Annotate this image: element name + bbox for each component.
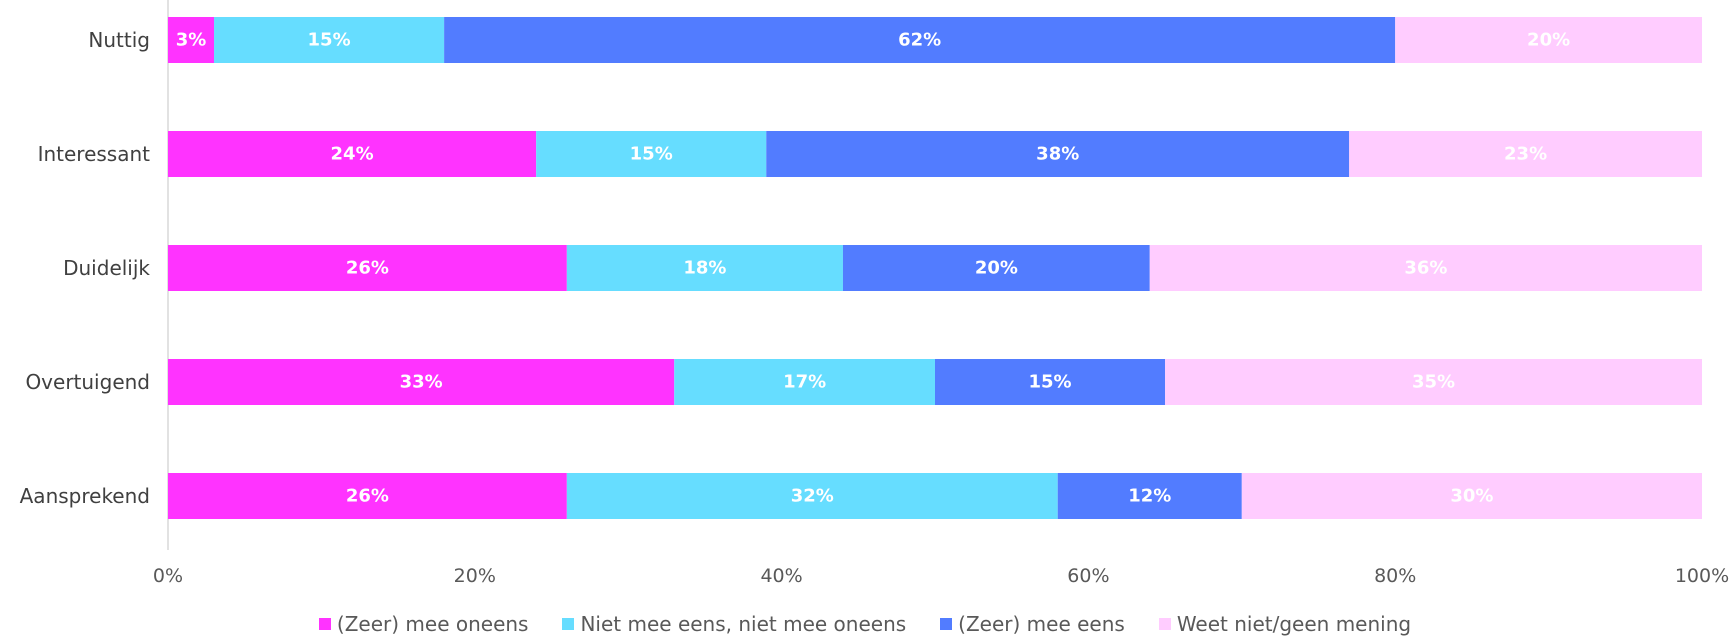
- x-axis-ticks: 0% 20% 40% 60% 80% 100%: [153, 565, 1729, 587]
- bar-segment: [168, 17, 215, 63]
- legend: (Zeer) mee oneens Niet mee eens, niet mee…: [0, 612, 1730, 636]
- x-tick-label: 0%: [153, 565, 183, 587]
- bar-segment: [935, 359, 1166, 405]
- data-label: 15%: [1029, 372, 1072, 393]
- x-tick-label: 40%: [760, 565, 802, 587]
- data-label: 36%: [1404, 258, 1447, 279]
- category-label: Nuttig: [88, 28, 150, 52]
- data-label: 30%: [1450, 486, 1493, 507]
- data-label: 32%: [791, 486, 834, 507]
- bar-segment: [1349, 131, 1702, 177]
- legend-label: Weet niet/geen mening: [1176, 612, 1412, 636]
- bar-segment: [842, 245, 1150, 291]
- data-label: 15%: [630, 144, 673, 165]
- category-label: Overtuigend: [25, 370, 150, 394]
- category-label: Interessant: [38, 142, 151, 166]
- bar-segment: [766, 131, 1350, 177]
- legend-item: (Zeer) mee eens: [940, 612, 1125, 636]
- bar-segment: [168, 473, 567, 519]
- legend-label: Niet mee eens, niet mee oneens: [580, 612, 907, 636]
- data-label: 3%: [176, 30, 207, 51]
- data-label: 12%: [1128, 486, 1171, 507]
- bars: [168, 17, 1702, 519]
- bar-segment: [1241, 473, 1702, 519]
- x-tick-label: 20%: [454, 565, 496, 587]
- data-label: 62%: [898, 30, 941, 51]
- x-tick-label: 80%: [1374, 565, 1416, 587]
- data-label: 15%: [308, 30, 351, 51]
- bar-segment: [168, 359, 675, 405]
- bar-segment: [168, 245, 567, 291]
- bar-segment: [674, 359, 935, 405]
- data-label: 20%: [975, 258, 1018, 279]
- bar-segment: [214, 17, 445, 63]
- data-labels: 3% 15% 62% 20% 24% 15% 38% 23% 26% 18% 20% 36% 33% 17…: [176, 30, 1570, 507]
- legend-label: (Zeer) mee eens: [958, 612, 1125, 636]
- legend-swatch: [562, 618, 575, 630]
- legend-label: (Zeer) mee oneens: [336, 612, 529, 636]
- bar-segment: [1395, 17, 1702, 63]
- data-label: 17%: [783, 372, 826, 393]
- x-tick-label: 60%: [1067, 565, 1109, 587]
- data-label: 18%: [683, 258, 726, 279]
- category-label: Aansprekend: [20, 484, 150, 508]
- data-label: 38%: [1036, 144, 1079, 165]
- bar-segment: [444, 17, 1396, 63]
- data-label: 33%: [400, 372, 443, 393]
- legend-swatch: [318, 618, 331, 630]
- legend-swatch: [940, 618, 953, 630]
- bar-segment: [566, 473, 1058, 519]
- bar-segment: [1057, 473, 1242, 519]
- category-label: Duidelijk: [63, 256, 150, 280]
- data-label: 20%: [1527, 30, 1570, 51]
- data-label: 26%: [346, 486, 389, 507]
- bar-segment: [1149, 245, 1702, 291]
- x-tick-label: 100%: [1675, 565, 1729, 587]
- legend-item: (Zeer) mee oneens: [318, 612, 529, 636]
- bar-segment: [536, 131, 767, 177]
- legend-swatch: [1158, 618, 1171, 630]
- bar-segment: [168, 131, 537, 177]
- bar-segment: [1165, 359, 1702, 405]
- legend-item: Weet niet/geen mening: [1158, 612, 1412, 636]
- data-label: 26%: [346, 258, 389, 279]
- bar-segment: [566, 245, 843, 291]
- legend-item: Niet mee eens, niet mee oneens: [562, 612, 906, 636]
- category-labels: Nuttig Interessant Duidelijk Overtuigend Aan…: [20, 28, 151, 508]
- data-label: 35%: [1412, 372, 1455, 393]
- data-label: 24%: [331, 144, 374, 165]
- data-label: 23%: [1504, 144, 1547, 165]
